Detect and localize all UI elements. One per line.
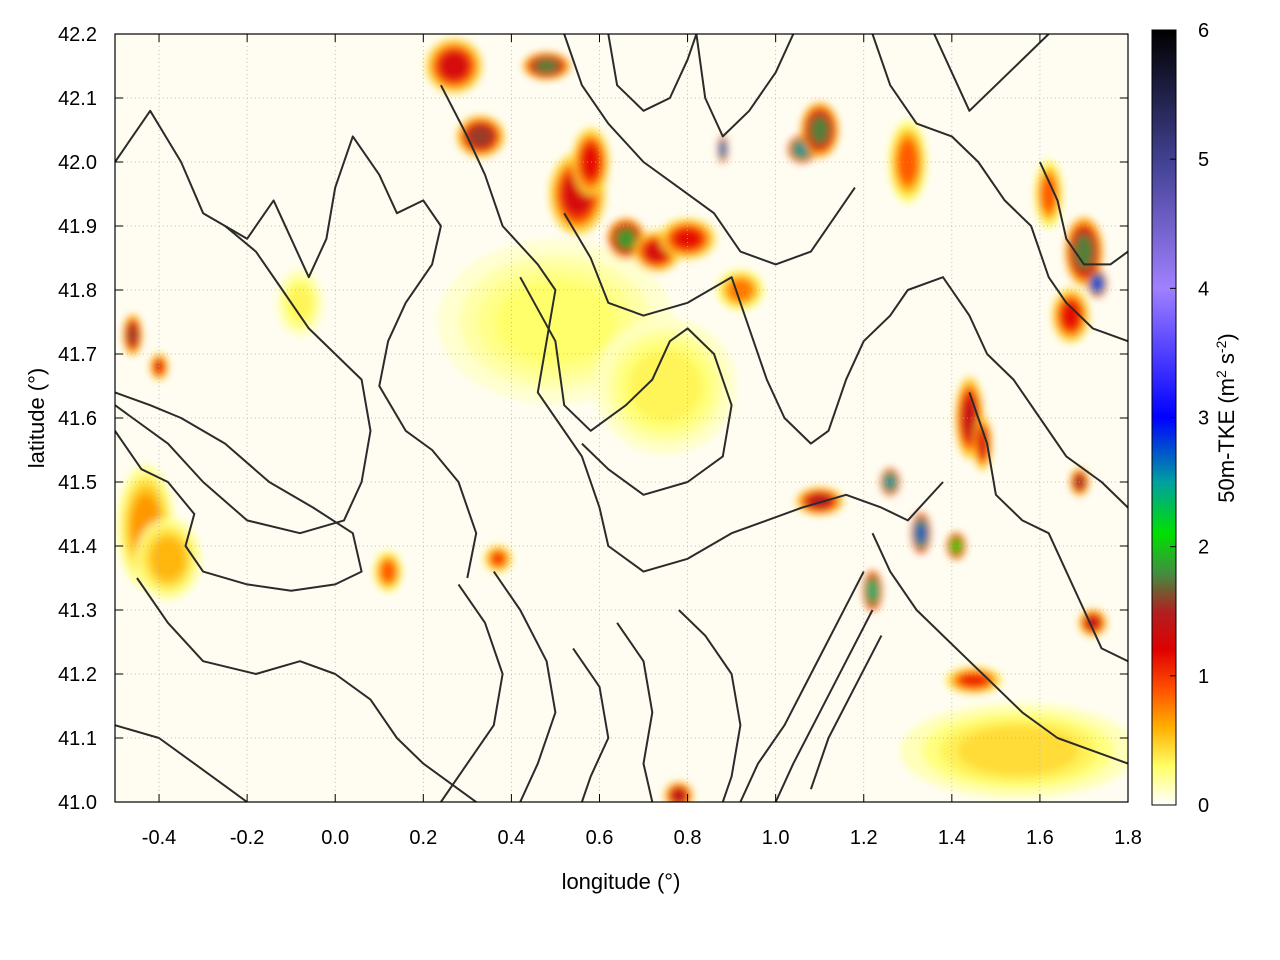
y-tick-label: 41.1 [58, 728, 97, 750]
y-axis: 41.0 41.1 41.2 41.3 41.4 41.5 41.6 41.7 41.8 41.9… [58, 24, 1128, 814]
contour-line [563, 34, 856, 266]
tke-hotspot [1092, 276, 1103, 291]
y-tick-label: 41.4 [58, 536, 97, 558]
y-tick-label: 41.6 [58, 408, 97, 430]
colorbar-tick-label: 1 [1198, 666, 1209, 688]
tke-hotspot [720, 142, 726, 157]
tke-hotspot [867, 580, 878, 602]
y-tick-label: 41.0 [58, 792, 97, 814]
colorbar-axis: 0 1 2 3 4 5 6 [1170, 20, 1209, 817]
x-tick-label: 0.0 [321, 827, 349, 849]
tke-hotspot [468, 125, 493, 147]
contour-line [572, 647, 610, 802]
tke-hotspot [580, 144, 601, 180]
x-tick-label: -0.4 [142, 827, 176, 849]
contour-line [492, 571, 557, 802]
tke-hotspot [951, 538, 962, 554]
tke-hotspot [959, 673, 989, 688]
tke-hotspot [1061, 301, 1081, 330]
tke-hotspot [150, 537, 185, 580]
tke-hotspot [671, 788, 687, 802]
contour-line [607, 34, 698, 112]
contour-line [115, 225, 372, 535]
tke-hotspot [629, 350, 702, 422]
contour-line [739, 571, 865, 802]
contour-line [871, 34, 1128, 343]
contour-line [695, 34, 795, 138]
colorbar-tick-label: 0 [1198, 795, 1209, 817]
tke-hotspot [957, 726, 1079, 776]
x-tick-label: 1.0 [762, 827, 790, 849]
x-tick-label: -0.2 [230, 827, 264, 849]
y-tick-label: 42.2 [58, 24, 97, 46]
tke-hotspot [916, 522, 926, 544]
contour-line [136, 577, 477, 802]
x-axis-label: longitude (°) [562, 869, 681, 894]
colorbar-label: 50m-TKE (m2 s-2) [1213, 333, 1239, 502]
contour-line [115, 724, 248, 802]
y-tick-label: 41.7 [58, 344, 97, 366]
tke-hotspot [490, 551, 506, 566]
contour-line [616, 622, 654, 802]
tke-hotspot [810, 115, 830, 145]
tke-hotspot [127, 324, 138, 346]
tke-hotspot [807, 494, 832, 509]
tke-hotspot [616, 228, 636, 250]
tke-hotspot [962, 396, 977, 440]
tke-hotspot [534, 58, 559, 74]
tke-hotspot [1041, 176, 1056, 212]
tke-hotspot [287, 285, 313, 321]
terrain-contours [115, 34, 1128, 802]
contour-line [871, 532, 1128, 765]
contour-line [440, 84, 944, 573]
colorbar-tick-label: 6 [1198, 20, 1209, 42]
tke-hotspot [494, 279, 616, 365]
contour-line [774, 609, 874, 802]
colorbar-tick-label: 2 [1198, 537, 1209, 559]
y-tick-label: 42.0 [58, 152, 97, 174]
colorbar-tick-label: 3 [1198, 408, 1209, 430]
x-tick-label: 1.2 [850, 827, 878, 849]
x-tick-label: 1.8 [1114, 827, 1142, 849]
y-tick-label: 41.2 [58, 664, 97, 686]
contour-line [968, 392, 1128, 663]
y-tick-label: 42.1 [58, 88, 97, 110]
colorbar-tick-label: 4 [1198, 278, 1209, 300]
x-tick-label: 1.6 [1026, 827, 1054, 849]
contour-line [678, 609, 742, 802]
x-axis: -0.4 -0.2 0.0 0.2 0.4 0.6 0.8 1.0 1.2 1.4 1.6 1.8 [142, 34, 1142, 849]
contour-line [933, 34, 1050, 112]
y-tick-label: 41.8 [58, 280, 97, 302]
tke-hotspot [439, 51, 469, 81]
y-tick-label: 41.9 [58, 216, 97, 238]
y-axis-label: latitude (°) [24, 368, 49, 469]
y-tick-label: 41.3 [58, 600, 97, 622]
tke-hotspot [380, 561, 396, 583]
contour-line [563, 212, 1128, 509]
x-tick-label: 0.2 [409, 827, 437, 849]
contour-line [115, 391, 363, 592]
contour-line [1038, 161, 1128, 266]
x-tick-label: 0.6 [586, 827, 614, 849]
tke-hotspot [885, 474, 896, 490]
x-tick-label: 0.8 [674, 827, 702, 849]
contour-line [115, 109, 478, 579]
y-tick-label: 41.5 [58, 472, 97, 494]
colorbar-tick-label: 5 [1198, 149, 1209, 171]
contour-line [519, 276, 733, 496]
x-tick-label: 0.4 [497, 827, 525, 849]
contour-line [440, 583, 504, 802]
x-tick-label: 1.4 [938, 827, 966, 849]
tke-hotspot [1074, 234, 1094, 270]
contour-line [809, 635, 883, 790]
